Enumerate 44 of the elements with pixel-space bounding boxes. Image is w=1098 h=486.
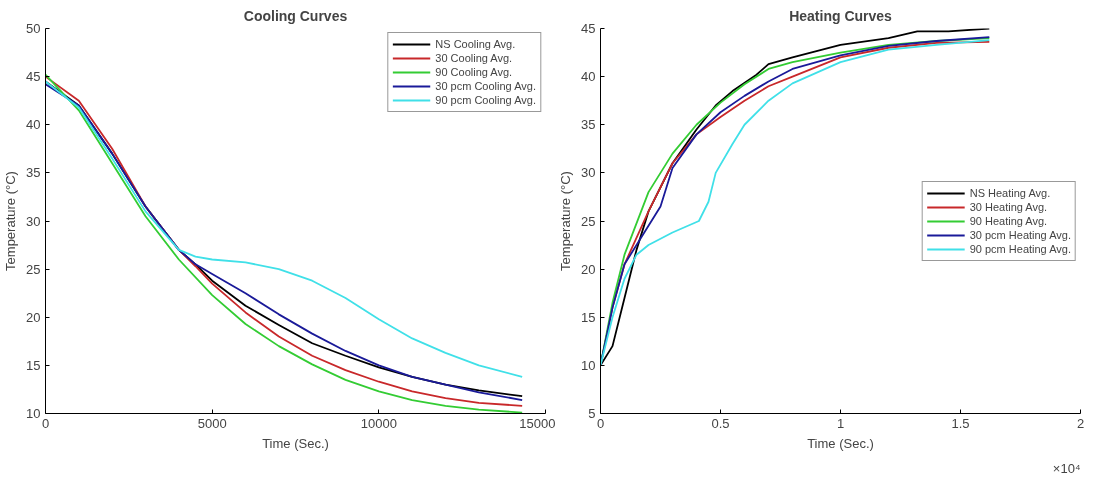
y-tick-label: 40 [581, 69, 596, 85]
y-tick-label: 35 [26, 165, 41, 181]
y-tick-label: 30 [581, 165, 596, 181]
legend-label: 30 pcm Heating Avg. [969, 227, 1071, 242]
x-tick-label: 1 [836, 415, 845, 431]
legend-label: 90 Cooling Avg. [435, 65, 513, 79]
y-tick-label: 10 [26, 406, 41, 421]
y-tick-label: 35 [581, 117, 596, 133]
y-axis-title: Temperature (°C) [558, 171, 574, 271]
y-tick-label: 15 [26, 357, 41, 373]
y-tick-label: 45 [26, 69, 41, 85]
chart-title: Heating Curves [789, 7, 893, 24]
y-axis-title: Temperature (°C) [3, 171, 19, 271]
legend-label: 30 Cooling Avg. [435, 51, 513, 65]
x-tick-label: 5000 [197, 415, 227, 431]
legend-label: 90 Heating Avg. [969, 213, 1048, 228]
y-tick-label: 25 [26, 261, 41, 277]
legend-label: NS Heating Avg. [969, 185, 1051, 200]
x-axis-title: Time (Sec.) [262, 435, 329, 451]
legend-label: 30 pcm Cooling Avg. [435, 79, 536, 93]
legend-label: 30 Heating Avg. [969, 199, 1048, 214]
x-tick-label: 10000 [360, 415, 397, 431]
y-tick-label: 25 [581, 213, 596, 229]
y-tick-label: 40 [26, 117, 41, 133]
x-tick-label: 0 [596, 415, 605, 431]
legend-label: 90 pcm Cooling Avg. [435, 93, 536, 107]
legend-label: NS Cooling Avg. [435, 37, 516, 51]
x-axis-title: Time (Sec.) [807, 435, 874, 451]
y-tick-label: 30 [26, 213, 41, 229]
y-tick-label: 20 [26, 309, 41, 325]
x-tick-label: 2 [1076, 415, 1085, 431]
legend-label: 90 pcm Heating Avg. [969, 241, 1071, 256]
x-tick-label: 0 [41, 415, 50, 431]
y-tick-label: 15 [581, 309, 596, 325]
y-tick-label: 50 [26, 21, 41, 36]
y-tick-label: 5 [588, 406, 596, 421]
x-tick-label: 0.5 [711, 415, 730, 431]
chart-title: Cooling Curves [243, 7, 348, 24]
y-tick-label: 20 [581, 261, 596, 277]
y-tick-label: 10 [581, 357, 596, 373]
x-tick-label: 1.5 [951, 415, 970, 431]
text: ×10⁴ [1052, 460, 1081, 476]
y-tick-label: 45 [581, 21, 596, 36]
x-tick-label: 15000 [519, 415, 556, 431]
